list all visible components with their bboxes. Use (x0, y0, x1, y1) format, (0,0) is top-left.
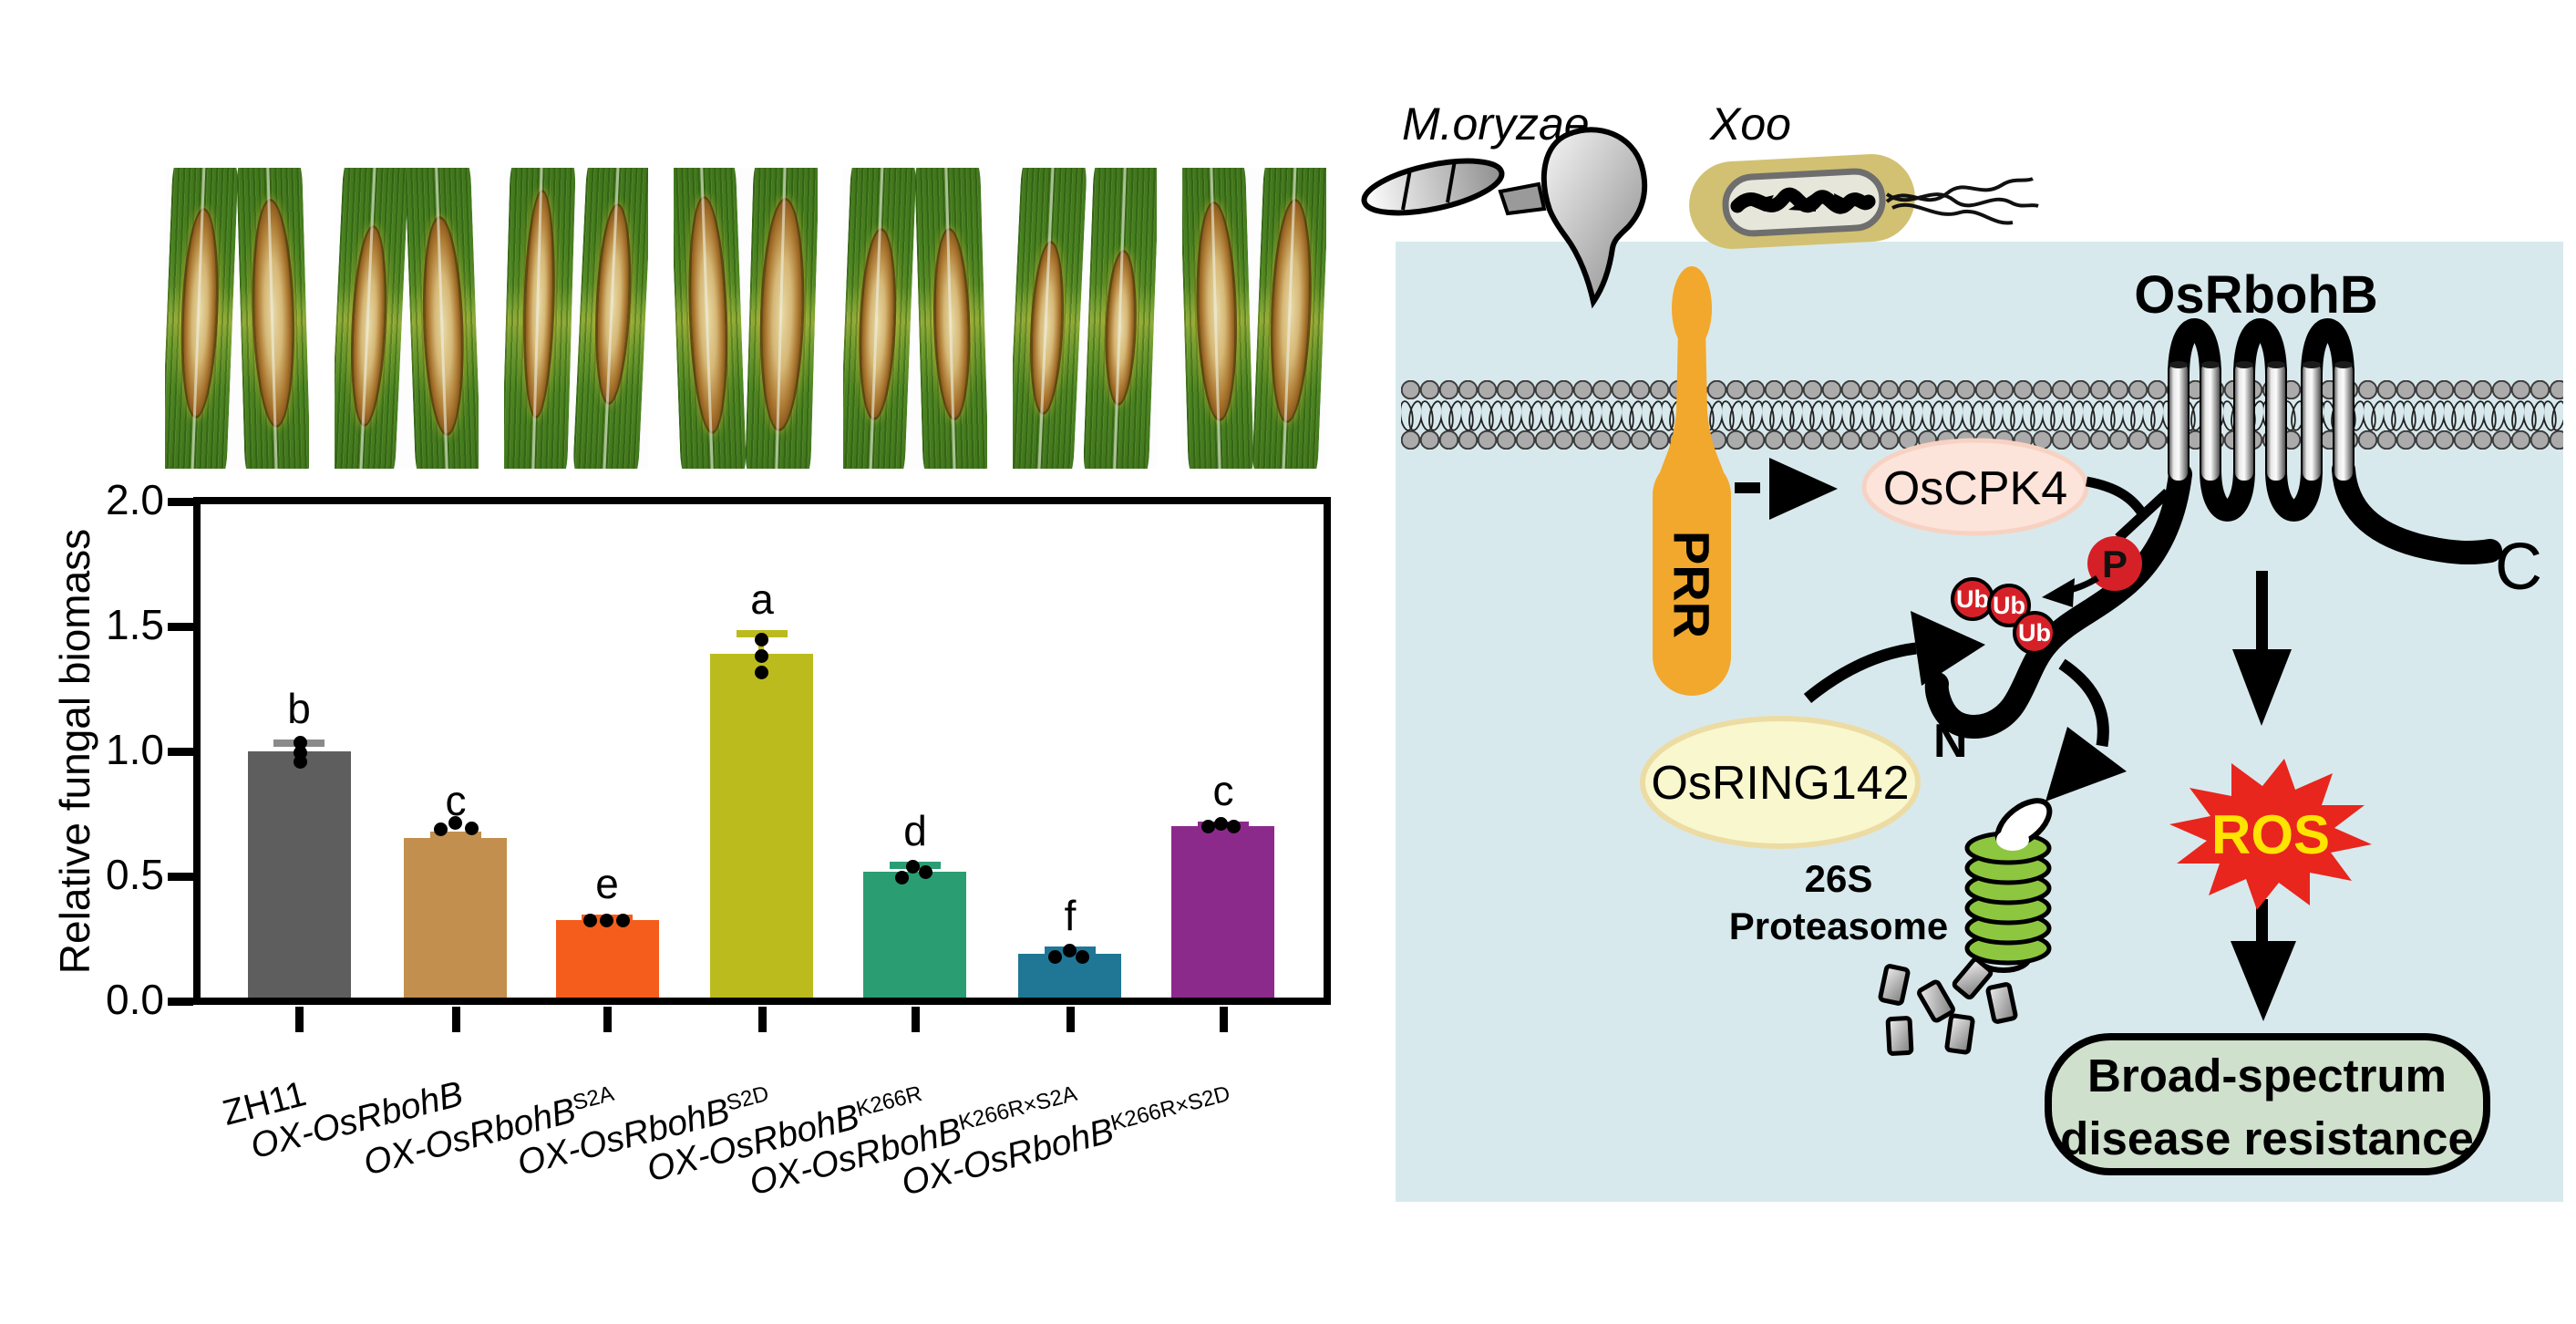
svg-text:Ub: Ub (2018, 619, 2051, 646)
svg-text:OsCPK4: OsCPK4 (1883, 462, 2067, 515)
svg-text:PRR: PRR (1664, 531, 1721, 638)
svg-text:disease resistance: disease resistance (2060, 1112, 2474, 1164)
svg-text:OsRbohB: OsRbohB (2134, 265, 2377, 325)
svg-text:Ub: Ub (1993, 592, 2025, 619)
svg-text:P: P (2102, 543, 2128, 585)
svg-text:OsRING142: OsRING142 (1651, 757, 1909, 810)
svg-text:Xoo: Xoo (1709, 98, 1791, 150)
svg-text:C: C (2495, 531, 2542, 604)
svg-text:ROS: ROS (2211, 804, 2330, 865)
svg-text:N: N (1933, 715, 1968, 768)
svg-text:Broad-spectrum: Broad-spectrum (2087, 1050, 2447, 1102)
svg-text:Proteasome: Proteasome (1729, 905, 1948, 947)
svg-text:Ub: Ub (1956, 585, 1989, 613)
svg-text:26S: 26S (1805, 857, 1873, 900)
